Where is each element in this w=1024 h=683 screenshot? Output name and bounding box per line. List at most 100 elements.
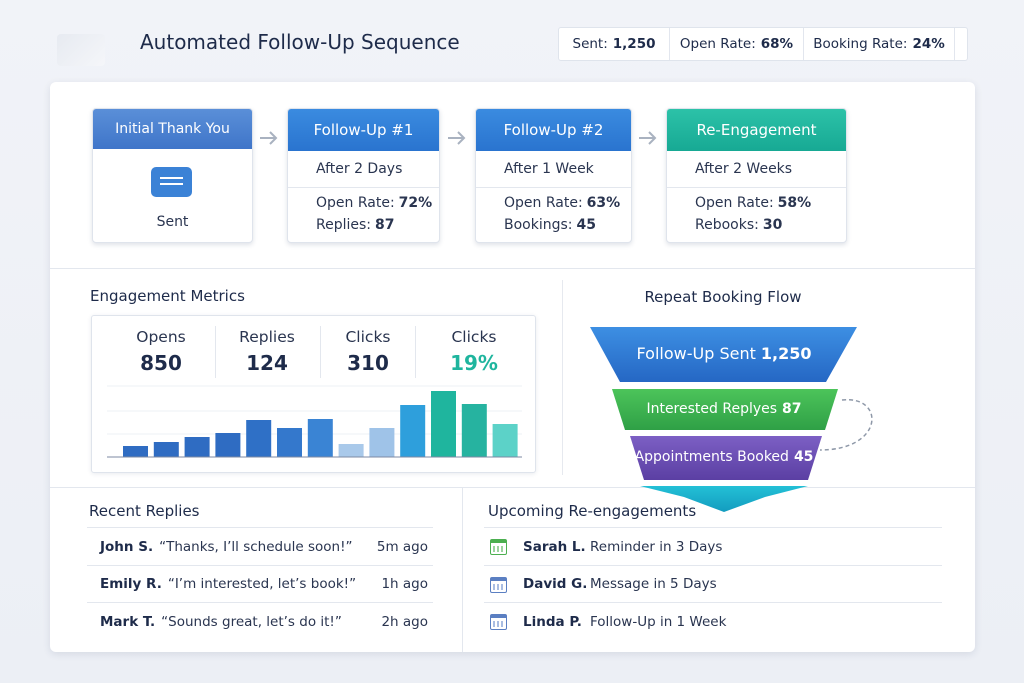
card-divider [288,187,439,188]
card-metric: Open Rate: 72% [316,195,432,211]
sequence-card: Initial Thank You Sent [92,108,253,243]
metric-value: 63% [586,195,621,211]
bar [461,404,487,457]
sequence-card: Re-Engagement After 2 Weeks Open Rate: 58% R… [666,108,847,243]
reply-quote: “Thanks, I’ll schedule soon!” [159,538,353,555]
stat-label: Sent: [572,36,608,52]
reply-row: Emily R. “I’m interested, let’s book!” 1h … [100,566,428,603]
reply-row: John S. “Thanks, I’ll schedule soon!” 5m a… [100,528,428,565]
card-delay: After 2 Days [316,161,403,177]
reply-time: 1h ago [381,576,428,592]
section-title: Upcoming Re-engagements [488,502,697,520]
metric-label: Rebooks: [695,217,759,233]
metric-value: 850 [140,351,182,375]
metric-value: 30 [762,217,783,233]
row-divider [484,602,942,603]
metric-label: Open Rate: [504,195,583,211]
section-title: Recent Replies [89,502,200,520]
bar [153,442,179,457]
metric-label: Opens [136,328,186,346]
stage-value: 87 [782,401,802,417]
card-delay: After 1 Week [504,161,594,177]
metric-label: Replies: [316,217,372,233]
divider [50,487,975,488]
chat-icon [151,167,192,197]
card-status: Sent [156,214,189,230]
metrics-panel: Opens 850 Replies 124 Clicks 310 Clicks 19% [91,315,536,473]
row-divider [87,527,433,528]
bar [184,437,210,457]
funnel-stage [630,436,822,480]
metric-value: 72% [398,195,433,211]
bar [246,420,272,457]
divider [50,268,975,269]
upcoming-name: David G. [523,576,588,592]
reply-row: Mark T. “Sounds great, let’s do it!” 2h ag… [100,603,428,640]
stage-label: Appointments Booked [634,449,789,465]
row-divider [87,564,433,566]
metric-value: 58% [777,195,812,211]
icon-line [160,177,183,179]
sequence-card: Follow-Up #1 After 2 Days Open Rate: 72% Rep… [287,108,440,243]
metric-label: Clicks [345,328,391,346]
card-title: Follow-Up #2 [476,109,631,151]
metric-label: Bookings: [504,217,573,233]
reply-name: John S. [100,538,154,555]
bar [431,391,456,457]
section-title: Engagement Metrics [90,287,245,305]
stat-label: Booking Rate: [813,36,908,52]
arrow [448,131,466,145]
metric-separator [415,326,416,378]
calendar-icon [490,539,507,555]
card-metric: Bookings: 45 [504,217,596,233]
metric-value: 19% [450,351,498,375]
section-title: Repeat Booking Flow [644,288,802,306]
metric-label: Replies [239,328,295,346]
loop-arrow [819,399,873,451]
stat: Sent: 1,250 [559,28,670,60]
card-divider [476,187,631,188]
stage-label: Follow-Up Sent [636,344,756,363]
metric-separator [320,326,321,378]
card-title: Initial Thank You [93,109,252,149]
stage-value: 45 [793,449,814,465]
metric-label: Open Rate: [695,195,774,211]
reply-name: Emily R. [100,576,162,592]
bar [338,444,364,457]
funnel-stage [590,327,857,382]
sequence-card: Follow-Up #2 After 1 Week Open Rate: 63% Boo… [475,108,632,243]
icon-line [160,183,183,185]
arrow [639,131,657,145]
funnel-label: Appointments Booked 45 [590,449,858,465]
calendar-icon [490,614,507,630]
calendar-icon [490,576,507,593]
upcoming-name: Linda P. [523,613,582,630]
row-divider [87,602,433,603]
upcoming-name: Sarah L. [523,538,586,555]
stat-value: 68% [760,36,794,52]
card-metric: Rebooks: 30 [695,217,782,233]
stage-value: 1,250 [760,344,812,363]
metric-value: 124 [246,351,288,375]
metric-label: Open Rate: [316,195,395,211]
metric-value: 310 [347,351,389,375]
arrow-shape [639,131,657,145]
upcoming-row: Sarah L. Reminder in 3 Days [523,528,933,565]
upcoming-row: Linda P. Follow-Up in 1 Week [523,603,933,640]
logo [57,34,105,66]
upcoming-text: Message in 5 Days [590,576,717,592]
bar [400,405,426,457]
funnel-label: Follow-Up Sent 1,250 [590,344,858,363]
metric-value: 87 [375,217,395,233]
bar [307,419,333,457]
stat-value: 24% [912,36,945,52]
metric-separator [215,326,216,378]
divider [562,280,563,475]
card-title: Re-Engagement [667,109,846,151]
metric-value: 45 [576,217,596,233]
card-title: Follow-Up #1 [288,109,439,151]
reply-time: 2h ago [381,613,428,630]
stat-value: 1,250 [612,36,656,52]
